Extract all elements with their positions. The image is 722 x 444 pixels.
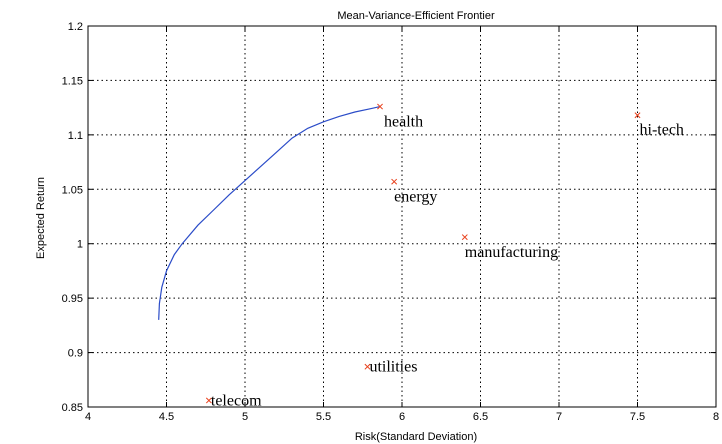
axis-ticks: 4 4.5 5 5.5 6 6.5 7 7.5 8 0.85 0.9 0.95 1 1.05 1.1 1.15…	[62, 21, 719, 423]
y-tick-label: 1	[77, 239, 83, 251]
asset-label-telecom: telecom	[211, 392, 262, 409]
y-tick-label: 1.15	[62, 75, 83, 87]
x-tick-label: 7.5	[630, 411, 645, 423]
asset-marker-energy	[391, 178, 398, 185]
x-tick-label: 8	[713, 411, 719, 423]
asset-marker-manufacturing	[461, 234, 468, 241]
y-tick-label: 0.95	[62, 293, 83, 305]
y-axis-label: Expected Return	[35, 177, 47, 259]
asset-marker-telecom	[205, 397, 212, 404]
x-axis-label: Risk(Standard Deviation)	[355, 431, 477, 443]
y-tick-label: 0.85	[62, 402, 83, 414]
asset-marker-hi-tech	[634, 112, 641, 119]
asset-label-manufacturing: manufacturing	[465, 244, 558, 261]
x-tick-label: 5.5	[316, 411, 331, 423]
y-tick-label: 1.2	[68, 21, 83, 33]
x-tick-label: 5	[242, 411, 248, 423]
asset-label-energy: energy	[394, 189, 437, 206]
grid	[88, 26, 716, 407]
x-tick-label: 6	[399, 411, 405, 423]
y-tick-label: 1.1	[68, 130, 83, 142]
y-tick-label: 0.9	[68, 348, 83, 360]
point-labels: health hi-tech energy manufacturing utilitie…	[211, 114, 684, 410]
frontier-line	[158, 106, 381, 320]
x-tick-label: 7	[556, 411, 562, 423]
asset-label-hi-tech: hi-tech	[640, 121, 684, 138]
chart-title: Mean-Variance-Efficient Frontier	[337, 10, 495, 22]
series	[158, 103, 641, 404]
asset-marker-health	[377, 103, 383, 110]
x-tick-label: 4.5	[159, 411, 174, 423]
x-tick-label: 6.5	[473, 411, 488, 423]
asset-marker-utilities	[364, 363, 371, 370]
x-tick-label: 4	[85, 411, 91, 423]
asset-label-utilities: utilities	[369, 359, 417, 376]
y-tick-label: 1.05	[62, 184, 83, 196]
asset-label-health: health	[384, 114, 423, 131]
